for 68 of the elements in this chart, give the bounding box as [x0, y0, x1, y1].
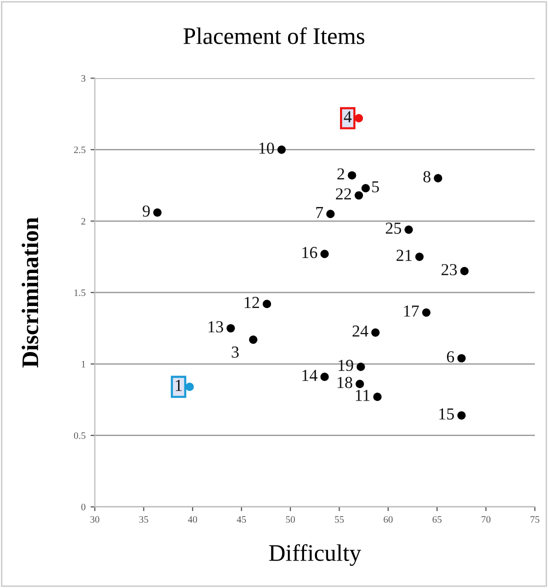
series-label: 8 — [423, 171, 430, 182]
point — [348, 171, 356, 180]
point — [320, 250, 329, 258]
y-tick-label: 1 — [82, 360, 86, 368]
y-tick-label: 0 — [81, 504, 86, 510]
point — [460, 266, 469, 276]
point — [457, 411, 466, 420]
series-label: 12 — [244, 296, 260, 308]
x-tick-label: 30 — [90, 516, 100, 523]
point — [415, 252, 424, 261]
series-label: 9 — [142, 205, 150, 217]
point — [356, 362, 365, 371]
point — [422, 308, 430, 317]
series-label: 23 — [442, 264, 457, 276]
series-label: 14 — [302, 370, 318, 381]
chart-title: Placement of Items — [184, 27, 364, 44]
series-label: 13 — [208, 321, 224, 332]
point — [185, 382, 194, 391]
series-label: 24 — [352, 326, 368, 337]
point — [354, 114, 363, 122]
x-tick-label: 45 — [236, 516, 246, 523]
point — [371, 328, 380, 337]
x-tick-label: 65 — [432, 516, 442, 523]
point — [457, 354, 466, 362]
point — [249, 336, 258, 344]
point — [226, 324, 235, 332]
y-tick-label: 2 — [81, 218, 86, 224]
point — [373, 392, 382, 401]
point — [320, 372, 329, 381]
series-label: 22 — [336, 188, 351, 200]
series-label: 3 — [232, 346, 239, 358]
point — [354, 191, 363, 200]
point — [153, 208, 162, 217]
y-tick-label: 2.5 — [74, 146, 86, 154]
series-label: 4 — [344, 111, 352, 122]
point — [404, 225, 413, 234]
series-label: 25 — [386, 222, 402, 234]
series-label: 7 — [316, 207, 324, 218]
series-label: 1 — [176, 380, 182, 391]
series-label: 18 — [338, 376, 352, 388]
series-label: 10 — [259, 142, 274, 154]
point — [434, 174, 442, 182]
series-label: 21 — [396, 250, 412, 261]
y-tick-label: 3 — [81, 75, 86, 82]
point — [262, 300, 272, 308]
point — [277, 145, 286, 154]
point — [356, 380, 364, 388]
series-label: 17 — [404, 306, 419, 317]
y-axis-title: Discrimination — [22, 217, 38, 368]
x-tick-label: 75 — [530, 516, 540, 523]
x-tick-label: 50 — [286, 516, 295, 523]
series-label: 15 — [439, 408, 454, 420]
series-label: 2 — [337, 168, 344, 180]
series-label: 16 — [302, 246, 318, 258]
x-tick-label: 35 — [139, 516, 148, 523]
y-tick-label: 1.5 — [74, 289, 86, 296]
y-tick-label: 0.5 — [74, 432, 86, 439]
x-tick-label: 40 — [188, 516, 198, 523]
series-label: 5 — [372, 181, 379, 192]
x-tick-label: 60 — [384, 516, 393, 523]
x-tick-label: 55 — [334, 516, 344, 523]
point — [326, 210, 335, 218]
series-label: 6 — [446, 351, 454, 362]
series-label: 19 — [338, 360, 354, 371]
x-axis-title: Difficulty — [269, 544, 362, 566]
point — [362, 184, 370, 192]
x-tick-label: 70 — [482, 516, 490, 523]
series-label: 11 — [356, 390, 370, 401]
